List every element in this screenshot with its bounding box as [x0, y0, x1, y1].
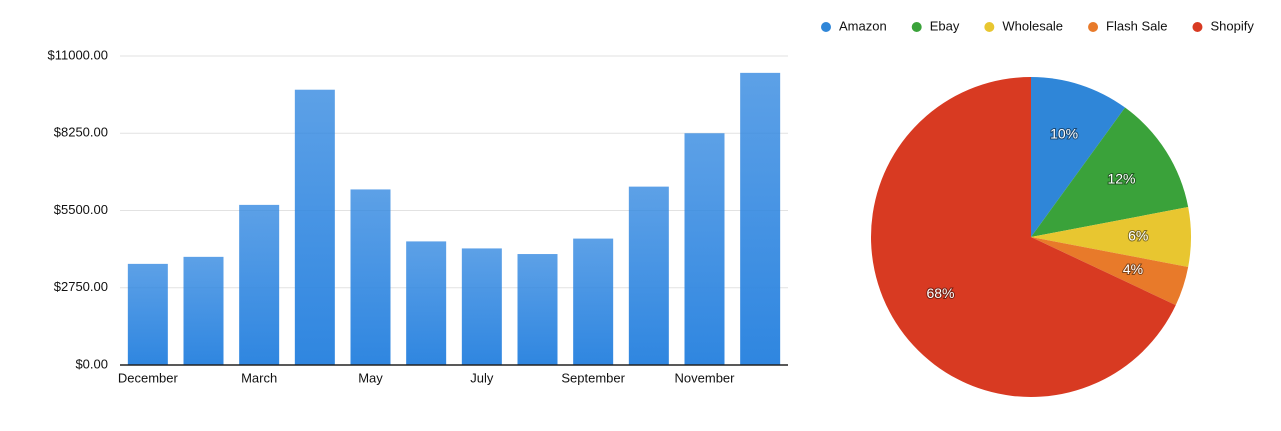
legend-label: Ebay: [930, 18, 960, 33]
pie-label: 4%: [1123, 261, 1143, 277]
pie-slice: [871, 77, 1176, 398]
y-tick-label: $0.00: [75, 356, 108, 371]
legend-marker: [984, 22, 995, 32]
bar: [461, 248, 502, 365]
x-tick-label: December: [118, 370, 179, 385]
bar: [740, 72, 781, 365]
x-tick-label: July: [470, 370, 494, 385]
x-tick-label: May: [358, 370, 383, 385]
y-tick-label: $8250.00: [54, 125, 108, 140]
y-tick-label: $11000.00: [48, 47, 109, 62]
pie-slice: [1031, 237, 1189, 306]
legend-label: Shopify: [1210, 18, 1254, 33]
legend-label: Flash Sale: [1106, 18, 1167, 33]
pie-slice: [1031, 207, 1192, 267]
pie-slice: [1031, 107, 1189, 237]
legend-marker: [1088, 22, 1099, 32]
bar: [294, 89, 335, 365]
pie-label: 12%: [1107, 170, 1135, 186]
pie-label: 10%: [1050, 126, 1078, 142]
legend-label: Wholesale: [1002, 18, 1063, 33]
legend-label: Amazon: [839, 18, 887, 33]
bar: [573, 238, 614, 365]
y-tick-label: $2750.00: [54, 279, 108, 294]
bar: [183, 256, 224, 365]
legend-marker: [911, 22, 922, 32]
bar: [628, 186, 669, 365]
legend-marker: [1192, 22, 1203, 32]
x-tick-label: November: [675, 370, 736, 385]
bar: [127, 263, 168, 365]
bar: [684, 133, 725, 365]
y-tick-label: $5500.00: [54, 202, 108, 217]
x-tick-label: September: [561, 370, 625, 385]
x-tick-label: March: [241, 370, 277, 385]
bar: [406, 241, 447, 365]
bar: [517, 254, 558, 365]
pie-label: 68%: [926, 285, 954, 301]
pie-label: 6%: [1128, 228, 1148, 244]
bar: [350, 189, 391, 365]
bar: [239, 204, 280, 365]
legend-marker: [821, 22, 831, 32]
pie-slice: [1031, 77, 1126, 237]
